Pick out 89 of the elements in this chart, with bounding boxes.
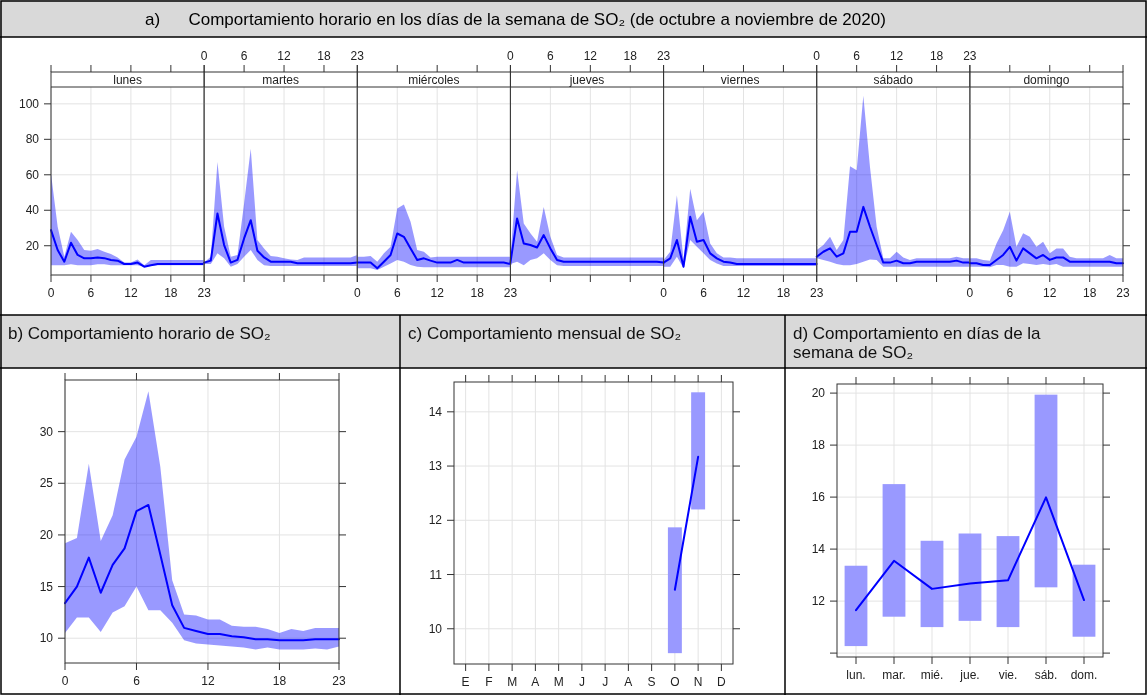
x-tick-label: dom. bbox=[1070, 668, 1098, 682]
x-tick-label: 12 bbox=[1043, 286, 1057, 300]
x-tick-label: 6 bbox=[1006, 286, 1014, 300]
chart-title: viernes bbox=[720, 73, 760, 87]
x-tick-label: 18 bbox=[470, 286, 485, 300]
x2-tick-label: 23 bbox=[350, 49, 365, 63]
x-tick-label: lun. bbox=[846, 668, 866, 682]
x-tick-label: 6 bbox=[700, 286, 708, 300]
x-tick-label: 0 bbox=[47, 286, 55, 300]
x-tick-label: 18 bbox=[272, 674, 287, 688]
x2-tick-label: 0 bbox=[813, 49, 821, 63]
y-tick-label: 11 bbox=[429, 567, 443, 582]
x-tick-label: 23 bbox=[1116, 286, 1130, 300]
x-tick-label: 23 bbox=[503, 286, 518, 300]
x-tick-label: E bbox=[461, 675, 470, 689]
x-tick-label: N bbox=[693, 675, 703, 689]
y-tick-label: 20 bbox=[39, 527, 54, 542]
chart-title: c) Comportamiento mensual de SO₂ bbox=[408, 324, 682, 343]
x-tick-label: mié. bbox=[920, 668, 944, 682]
x-tick-label: 0 bbox=[660, 286, 668, 300]
x2-tick-label: 18 bbox=[929, 49, 944, 63]
x-tick-label: mar. bbox=[882, 668, 906, 682]
x-tick-label: A bbox=[531, 675, 540, 689]
x-tick-label: J bbox=[578, 675, 585, 689]
y-tick-label: 18 bbox=[811, 438, 826, 453]
y-tick-label: 20 bbox=[811, 386, 826, 401]
x-tick-label: 12 bbox=[736, 286, 751, 300]
x-tick-label: jue. bbox=[959, 668, 980, 682]
x-tick-label: O bbox=[670, 675, 680, 689]
x-tick-label: S bbox=[647, 675, 656, 689]
y-tick-label: 20 bbox=[25, 238, 40, 253]
x2-tick-label: 18 bbox=[317, 49, 331, 63]
x2-tick-label: 6 bbox=[547, 49, 555, 63]
x-tick-label: 6 bbox=[133, 674, 141, 688]
y-tick-label: 100 bbox=[18, 96, 40, 111]
y-tick-label: 30 bbox=[39, 424, 54, 439]
x2-tick-label: 6 bbox=[240, 49, 248, 63]
y-tick-label: 13 bbox=[428, 459, 443, 474]
y-tick-label: 12 bbox=[428, 513, 443, 528]
chart-title: b) Comportamiento horario de SO₂ bbox=[8, 324, 271, 343]
x-tick-label: 0 bbox=[966, 286, 974, 300]
x2-tick-label: 12 bbox=[583, 49, 598, 63]
text: a) Comportamiento horario en los días de la semana de SO₂ (de octubre a noviembre de 2020) bbox=[145, 10, 886, 29]
y-tick-label: 80 bbox=[25, 132, 40, 147]
x-tick-label: 6 bbox=[87, 286, 95, 300]
chart-title: lunes bbox=[113, 73, 142, 87]
x-tick-label: 23 bbox=[810, 286, 824, 300]
y-tick-label: 25 bbox=[39, 476, 54, 491]
x-tick-label: A bbox=[624, 675, 633, 689]
chart-title: jueves bbox=[568, 73, 605, 87]
x-tick-label: 18 bbox=[1083, 286, 1097, 300]
x-tick-label: M bbox=[507, 675, 518, 689]
y-tick-label: 15 bbox=[39, 579, 54, 594]
y-tick-label: 40 bbox=[25, 203, 40, 218]
x-tick-label: vie. bbox=[998, 668, 1018, 682]
y-tick-label: 12 bbox=[811, 594, 826, 609]
x2-tick-label: 0 bbox=[200, 49, 208, 63]
y-tick-label: 60 bbox=[25, 167, 40, 182]
x-tick-label: J bbox=[602, 675, 609, 689]
x-tick-label: 23 bbox=[332, 674, 346, 688]
chart-title: domingo bbox=[1023, 73, 1070, 87]
x-tick-label: 6 bbox=[393, 286, 401, 300]
y-tick-label: 10 bbox=[39, 631, 54, 646]
x-tick-label: 12 bbox=[201, 674, 215, 688]
x-tick-label: 0 bbox=[353, 286, 361, 300]
x2-tick-label: 6 bbox=[853, 49, 861, 63]
x-tick-label: 18 bbox=[776, 286, 791, 300]
x2-tick-label: 23 bbox=[656, 49, 671, 63]
x2-tick-label: 0 bbox=[507, 49, 515, 63]
x2-tick-label: 23 bbox=[963, 49, 977, 63]
x-tick-label: D bbox=[717, 675, 727, 689]
x-tick-label: 18 bbox=[164, 286, 178, 300]
x2-tick-label: 12 bbox=[277, 49, 292, 63]
x-tick-label: F bbox=[485, 675, 493, 689]
x-tick-label: 0 bbox=[61, 674, 69, 688]
x2-tick-label: 12 bbox=[889, 49, 904, 63]
y-tick-label: 16 bbox=[811, 490, 826, 505]
x-tick-label: 12 bbox=[124, 286, 138, 300]
x-tick-label: M bbox=[553, 675, 564, 689]
chart-title: martes bbox=[262, 73, 300, 87]
y-tick-label: 14 bbox=[811, 542, 826, 557]
x-tick-label: sáb. bbox=[1034, 668, 1058, 682]
y-tick-label: 10 bbox=[428, 621, 443, 636]
chart-title: d) Comportamiento en días de la semana de SO₂ bbox=[793, 324, 1042, 362]
x2-tick-label: 18 bbox=[623, 49, 638, 63]
x-tick-label: 23 bbox=[197, 286, 212, 300]
y-tick-label: 14 bbox=[428, 404, 443, 419]
chart-title: sábado bbox=[873, 73, 914, 87]
chart-title: miércoles bbox=[408, 73, 460, 87]
